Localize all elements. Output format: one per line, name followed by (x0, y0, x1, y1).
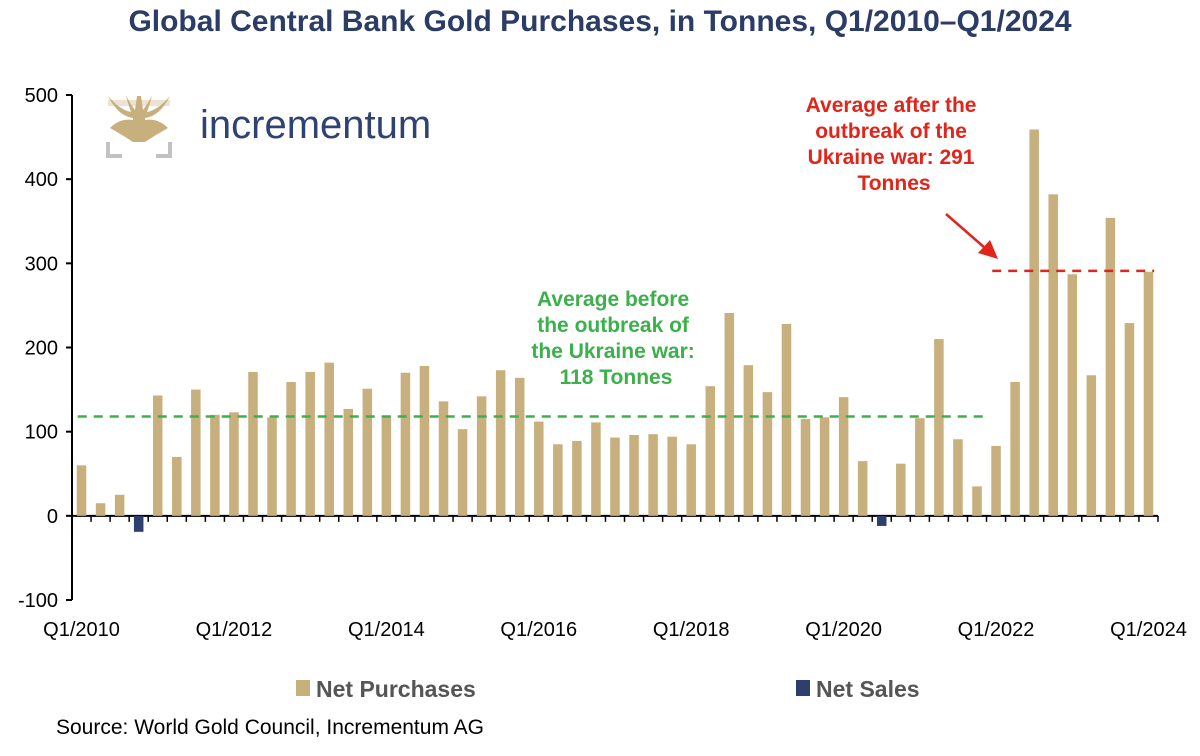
bar-net-purchases (400, 372, 411, 516)
bar-net-purchases (114, 494, 125, 516)
bar-net-purchases (781, 323, 792, 516)
bar-net-purchases (343, 408, 354, 516)
bar-net-purchases (1029, 129, 1039, 516)
bar-net-purchases (324, 362, 334, 516)
bar-net-purchases (915, 418, 925, 516)
bar-net-purchases (953, 439, 963, 516)
y-tick-label: 400 (25, 169, 58, 191)
bar-net-purchases (514, 377, 525, 516)
incrementum-logo: incrementum (106, 96, 431, 158)
legend-swatch-net-sales (796, 680, 810, 696)
x-tick-label: Q1/2022 (958, 619, 1035, 641)
bar-net-sales (133, 515, 144, 532)
bar-net-purchases (667, 436, 677, 516)
axes: 500 400 300 200 100 0 -100 Q1/2010 Q1/2012 Q1/201… (18, 85, 1187, 641)
reference-lines (77, 269, 1155, 418)
x-tick-label: Q1/2016 (500, 619, 577, 641)
bar-net-purchases (705, 386, 716, 516)
bar-net-purchases (152, 395, 163, 516)
after-average-line: Tonnes (857, 172, 930, 195)
annotation-arrow-icon (945, 213, 998, 259)
y-tick-label: 0 (47, 506, 58, 528)
bar-net-purchases (286, 382, 296, 516)
before-average-annotation: Average before the outbreak of the Ukrai… (531, 288, 700, 389)
bar-net-purchases (800, 419, 811, 516)
source-note: Source: World Gold Council, Incrementum … (56, 716, 484, 739)
bar-net-purchases (1086, 375, 1097, 516)
bar-net-purchases (362, 388, 373, 516)
bars (76, 129, 1154, 532)
x-tick-label: Q1/2014 (348, 619, 425, 641)
bar-net-purchases (495, 370, 506, 516)
y-tick-label: 500 (25, 85, 58, 107)
bar-net-purchases (838, 397, 849, 516)
bar-net-purchases (419, 366, 430, 516)
bar-net-purchases (648, 434, 658, 516)
bar-net-purchases (95, 503, 106, 516)
bar-net-purchases (248, 371, 258, 516)
legend: Net Purchases Net Sales (296, 676, 920, 702)
x-tick-label: Q1/2010 (43, 619, 120, 641)
y-tick-label: 100 (25, 422, 58, 444)
bar-net-purchases (1067, 274, 1078, 516)
bar-net-purchases (229, 412, 239, 516)
before-average-line: the outbreak of (537, 314, 690, 337)
bar-net-purchases (210, 414, 220, 516)
bar-net-purchases (610, 437, 620, 516)
chart-title: Global Central Bank Gold Purchases, in T… (128, 5, 1072, 38)
bar-net-purchases (991, 445, 1001, 516)
before-average-line: Average before (537, 288, 689, 311)
after-average-line: Ukraine war: 291 (808, 146, 975, 169)
bar-net-purchases (457, 429, 468, 516)
logo-wordmark: incrementum (200, 103, 431, 147)
bar-net-purchases (438, 401, 449, 516)
after-average-line: outbreak of the (815, 120, 967, 143)
bar-net-purchases (1124, 323, 1135, 516)
after-average-line: Average after the (806, 94, 977, 117)
bar-net-purchases (762, 392, 773, 516)
bar-net-purchases (591, 422, 601, 516)
bar-net-purchases (934, 339, 944, 516)
bar-net-purchases (305, 371, 315, 516)
x-tick-label: Q1/2018 (653, 619, 730, 641)
bar-net-purchases (1105, 217, 1116, 516)
bar-net-purchases (629, 435, 639, 516)
bar-net-purchases (896, 463, 906, 516)
before-average-line: 118 Tonnes (560, 366, 673, 389)
x-tick-label: Q1/2012 (196, 619, 273, 641)
bar-net-purchases (743, 365, 754, 516)
bar-net-purchases (1143, 271, 1154, 516)
y-tick-label: -100 (18, 590, 58, 612)
legend-label-net-sales: Net Sales (816, 676, 920, 702)
y-tick-label: 300 (25, 253, 58, 275)
legend-label-net-purchases: Net Purchases (316, 676, 476, 702)
x-tick-label: Q1/2020 (805, 619, 882, 641)
bar-net-purchases (267, 417, 277, 516)
bar-net-purchases (476, 396, 487, 516)
bar-net-purchases (1010, 382, 1020, 516)
tree-logo-icon (106, 96, 172, 158)
bar-net-purchases (572, 440, 582, 516)
bar-net-purchases (819, 417, 830, 516)
y-tick-label: 200 (25, 338, 58, 360)
bar-net-purchases (172, 456, 182, 516)
bar-net-purchases (553, 444, 563, 516)
bar-net-purchases (972, 486, 982, 516)
bar-net-sales (876, 515, 887, 526)
legend-swatch-net-purchases (296, 680, 310, 696)
bar-net-purchases (534, 421, 544, 516)
bar-net-purchases (857, 461, 868, 516)
bar-net-purchases (724, 312, 735, 516)
bar-net-purchases (191, 389, 201, 516)
x-tick-label: Q1/2024 (1110, 619, 1187, 641)
bar-net-purchases (76, 465, 87, 516)
after-average-annotation: Average after the outbreak of the Ukrain… (806, 94, 983, 195)
bar-net-purchases (686, 444, 696, 516)
bar-net-purchases (381, 415, 392, 516)
bar-net-purchases (1048, 194, 1058, 516)
before-average-line: the Ukraine war: (531, 340, 694, 363)
